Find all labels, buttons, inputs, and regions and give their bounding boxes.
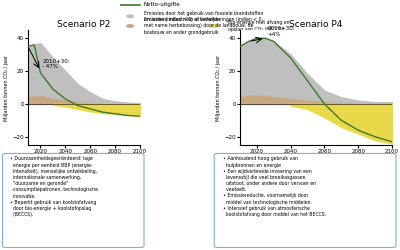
X-axis label: Significante overschrijding van 1,5°C,
gevolg door daling naar 1,5°C.: Significante overschrijding van 1,5°C, g…: [266, 157, 366, 168]
Text: • Aanhoudend hoog gebruik van
  hulpbronnen en energie
• Een wijdverbreide invoe: • Aanhoudend hoog gebruik van hulpbronne…: [223, 156, 326, 217]
Text: Emissies (indien > 0) of verwijderingen (indien < 0,
met name herbebossing) door: Emissies (indien > 0) of verwijderingen …: [144, 17, 262, 35]
Text: 2010+30:
- 47%: 2010+30: - 47%: [42, 59, 70, 70]
X-axis label: 50% kans om de opwarming onder de
1,5°C te houden: 50% kans om de opwarming onder de 1,5°C …: [34, 157, 134, 168]
Title: Scenario P2: Scenario P2: [57, 20, 111, 29]
Text: 2010+30:
+4%: 2010+30: +4%: [268, 26, 296, 36]
Y-axis label: Miljarden tonnen CO₂ / jaar: Miljarden tonnen CO₂ / jaar: [4, 54, 10, 120]
Ellipse shape: [211, 25, 218, 27]
FancyBboxPatch shape: [214, 154, 396, 248]
FancyBboxPatch shape: [2, 154, 144, 248]
Y-axis label: Miljarden tonnen CO₂ / jaar: Miljarden tonnen CO₂ / jaar: [216, 54, 222, 120]
Ellipse shape: [127, 25, 134, 27]
Text: Bio-energie met afvang en
opslag van CO₂ (BECCS): Bio-energie met afvang en opslag van CO₂…: [228, 20, 289, 32]
Text: Netto-uitgifte: Netto-uitgifte: [144, 2, 180, 7]
Text: • Duurzaamheidsgeoriënteerd: lage
  energie per eenheid BBP (energie-
  intensit: • Duurzaamheidsgeoriënteerd: lage energi…: [10, 156, 98, 217]
Text: Emissies door het gebruik van fossiele brandstoffen
en andere industriële activi: Emissies door het gebruik van fossiele b…: [144, 11, 263, 22]
Ellipse shape: [127, 15, 134, 18]
Title: Scenario P4: Scenario P4: [289, 20, 343, 29]
